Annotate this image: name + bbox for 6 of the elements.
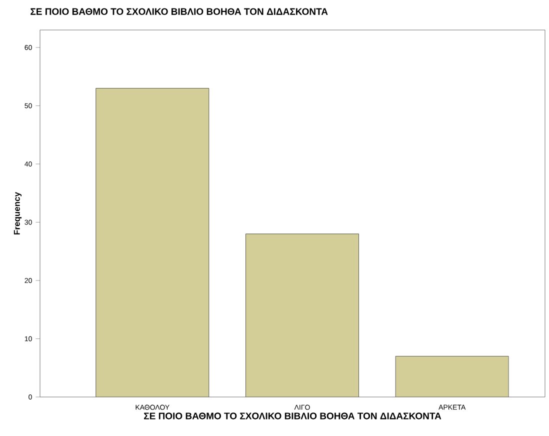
y-axis-title: Frequency	[14, 192, 22, 234]
bar	[96, 88, 210, 397]
x-axis-title: ΣΕ ΠΟΙΟ ΒΑΘΜΟ ΤΟ ΣΧΟΛΙΚΟ ΒΙΒΛΙΟ ΒΟΗΘΑ ΤΟΝ ΔΙΔΑΣΚΟΝΤΑ	[144, 412, 442, 420]
chart-title: ΣΕ ΠΟΙΟ ΒΑΘΜΟ ΤΟ ΣΧΟΛΙΚΟ ΒΙΒΛΙΟ ΒΟΗΘΑ ΤΟΝ ΔΙΔΑΣΚΟΝΤΑ	[30, 8, 328, 15]
bar	[246, 234, 359, 397]
bar	[395, 356, 509, 397]
